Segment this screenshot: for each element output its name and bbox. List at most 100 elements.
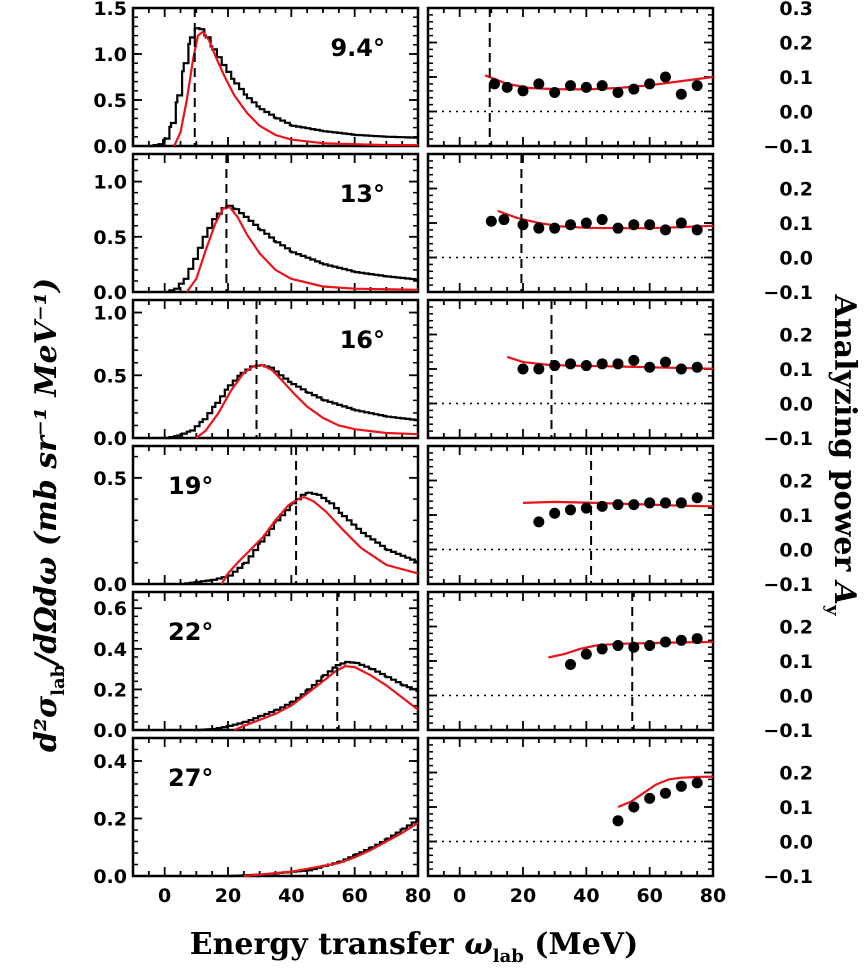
panel-5: 0.0 0.2 0.4 0.6 0.2 0.1 0.0 −0.1 22°	[93, 590, 813, 742]
analyzing-power-point	[565, 219, 576, 231]
x-tick-label: 60	[636, 885, 662, 907]
angle-label: 19°	[168, 472, 213, 500]
analyzing-power-point	[580, 648, 592, 660]
analyzing-power-point	[644, 361, 656, 373]
analyzing-power-point	[612, 639, 624, 651]
analyzing-power-point	[498, 214, 510, 226]
ay-tick-label: 0.0	[779, 832, 813, 854]
analyzing-power-point	[517, 85, 529, 97]
calculated-cross-section	[195, 364, 419, 439]
y-tick-label: 1.0	[93, 44, 127, 66]
analyzing-power-point	[549, 507, 561, 519]
analyzing-power-point	[612, 358, 624, 370]
analyzing-power-point	[612, 222, 624, 234]
analyzing-power-point	[533, 78, 545, 90]
angle-label: 13°	[340, 180, 385, 208]
cross-section-frame	[131, 444, 420, 586]
measured-histogram	[164, 364, 420, 440]
y-tick-label: 1.5	[93, 0, 127, 20]
analyzing-power-point	[675, 363, 687, 375]
y-tick-label: 0.6	[93, 598, 127, 620]
analyzing-power-point	[580, 81, 592, 93]
panel-6: 0.0 0.2 0.4 0.2 0.1 0.0 −0.1 27° 0 0 20 20 40 40 60 60 8…	[93, 736, 813, 907]
y-tick-label: 0.5	[93, 227, 127, 249]
analyzing-power-point	[628, 801, 640, 813]
ay-tick-label: 0.2	[779, 325, 813, 347]
calculated-cross-section	[233, 664, 419, 732]
analyzing-power-point	[533, 222, 545, 234]
calculated-cross-section	[243, 821, 419, 878]
measured-histogram	[180, 491, 420, 586]
analyzing-power-point	[628, 219, 640, 231]
analyzing-power-point	[612, 87, 624, 99]
analyzing-power-point	[691, 633, 703, 645]
analyzing-power-point	[565, 658, 576, 670]
panel-1: 0.0 0.5 1.0 1.5 0.3 0.2 0.1 0.0 −0.1 9.4°	[93, 0, 813, 158]
analyzing-power-point	[596, 80, 608, 92]
calculated-cross-section	[173, 30, 418, 147]
analyzing-power-point	[660, 224, 671, 236]
analyzing-power-point	[644, 78, 656, 90]
ay-tick-label: 0.3	[779, 0, 813, 20]
analyzing-power-point	[644, 219, 656, 231]
analyzing-power-point	[675, 497, 687, 509]
panel-2: 0.0 0.5 1.0 0.2 0.1 0.0 −0.1 13°	[93, 152, 813, 304]
analyzing-power-point	[691, 80, 703, 92]
analyzing-power-point	[533, 363, 545, 375]
ay-tick-label: 0.1	[779, 359, 813, 381]
analyzing-power-point	[517, 219, 529, 231]
cross-section-frame	[131, 6, 420, 148]
analyzing-power-point	[565, 358, 576, 370]
analyzing-power-point	[612, 815, 624, 827]
analyzing-power-point	[485, 215, 497, 227]
analyzing-power-point	[691, 224, 703, 236]
ay-tick-label: 0.1	[779, 213, 813, 235]
analyzing-power-point	[596, 500, 608, 512]
analyzing-power-point	[660, 787, 671, 799]
ay-tick-label: 0.0	[779, 540, 813, 562]
panels-group: 0.0 0.5 1.0 1.5 0.3 0.2 0.1 0.0 −0.1 9.4° 0.0 0.5 1.…	[93, 0, 813, 907]
ay-tick-label: 0.0	[779, 686, 813, 708]
x-tick-label: 0	[158, 885, 171, 907]
analyzing-power-point	[628, 83, 640, 95]
panel-3: 0.0 0.5 1.0 0.2 0.1 0.0 −0.1 16°	[93, 298, 813, 450]
analyzing-power-point	[644, 639, 656, 651]
cross-section-frame	[131, 298, 420, 440]
y-tick-label: 0.2	[93, 809, 127, 831]
y-tick-label: 0.2	[93, 679, 127, 701]
y-tick-label: 0.0	[93, 866, 127, 888]
analyzing-power-point	[628, 499, 640, 511]
analyzing-power-point	[565, 80, 576, 92]
analyzing-power-point	[675, 217, 687, 229]
x-tick-label: 20	[510, 885, 536, 907]
y-axis-label-right: Analyzing power Ay	[822, 294, 862, 616]
calculated-cross-section	[220, 495, 419, 585]
y-tick-label: 0.0	[93, 282, 127, 304]
y-tick-label: 0.5	[93, 365, 127, 387]
ay-tick-label: 0.0	[779, 394, 813, 416]
ay-tick-label: 0.2	[779, 33, 813, 55]
analyzing-power-point	[533, 516, 545, 528]
analyzing-power-point	[628, 641, 640, 653]
analyzing-power-point	[691, 361, 703, 373]
ay-tick-label: −0.1	[763, 428, 813, 450]
y-tick-label: 0.4	[93, 751, 127, 773]
calculated-analyzing-power	[617, 775, 714, 809]
y-tick-label: 0.0	[93, 428, 127, 450]
analyzing-power-point	[660, 71, 671, 83]
analyzing-power-point	[691, 492, 703, 504]
cross-section-frame	[131, 152, 420, 294]
ay-tick-label: 0.1	[779, 67, 813, 89]
ay-tick-label: −0.1	[763, 720, 813, 742]
analyzing-power-point	[596, 358, 608, 370]
measured-histogram	[228, 818, 420, 878]
analyzing-power-point	[675, 88, 687, 100]
y-tick-label: 0.5	[93, 90, 127, 112]
x-tick-label: 80	[700, 885, 726, 907]
y-tick-label: 1.0	[93, 303, 127, 325]
ay-tick-label: 0.2	[779, 179, 813, 201]
angle-label: 16°	[340, 326, 385, 354]
ay-tick-label: −0.1	[763, 574, 813, 596]
calculated-cross-section	[185, 205, 419, 293]
